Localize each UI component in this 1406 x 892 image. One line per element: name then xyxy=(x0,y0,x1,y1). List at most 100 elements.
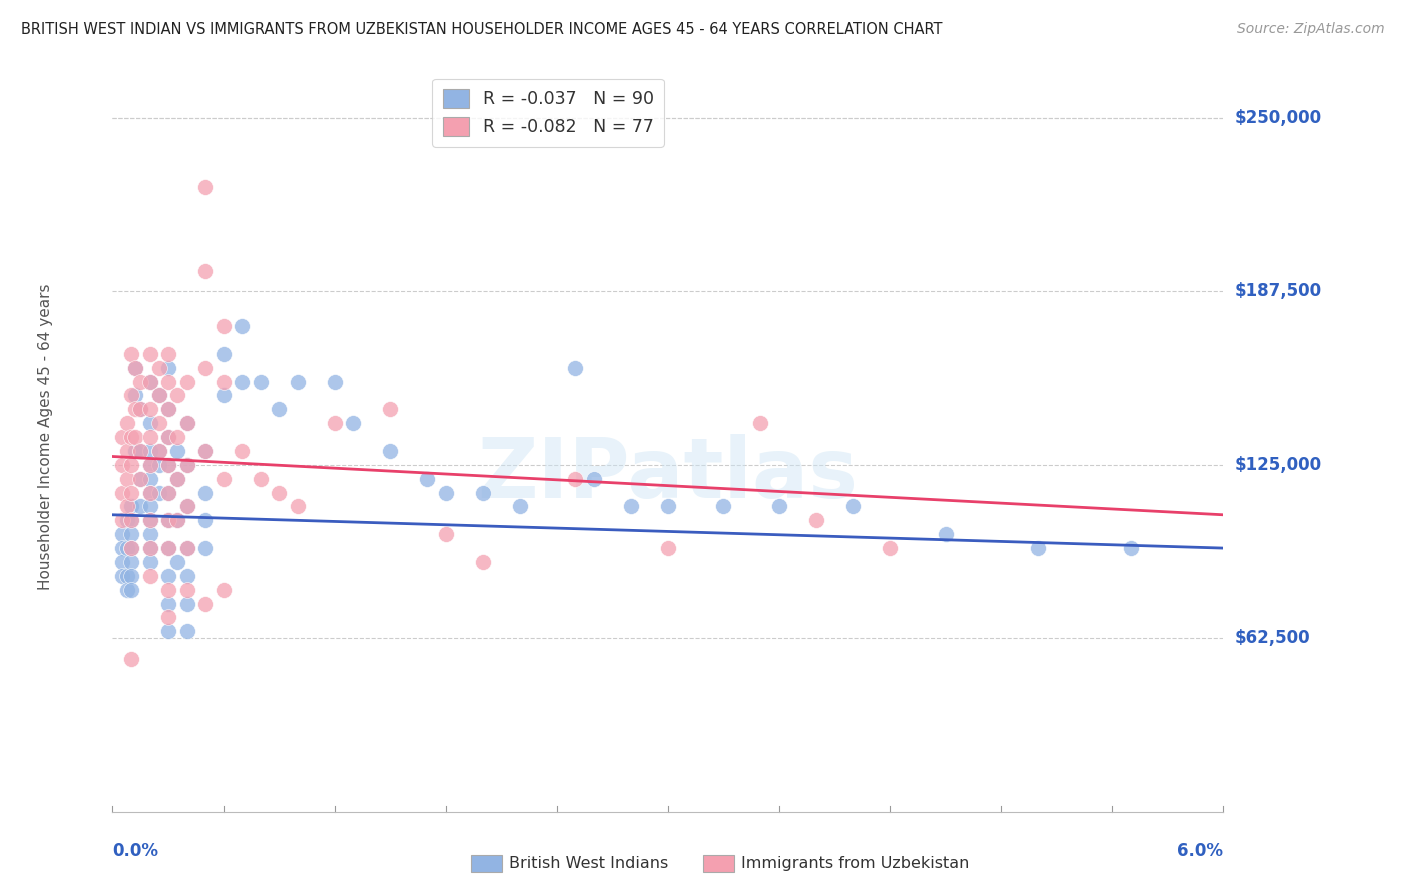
Point xyxy=(148,444,170,458)
Point xyxy=(166,472,188,486)
Point xyxy=(157,360,180,375)
Point xyxy=(148,388,170,402)
Point xyxy=(176,416,198,430)
Text: $250,000: $250,000 xyxy=(1234,109,1322,127)
Point xyxy=(120,541,142,555)
Point xyxy=(176,458,198,472)
Point xyxy=(120,485,142,500)
Point xyxy=(212,347,235,361)
Text: $187,500: $187,500 xyxy=(1234,283,1322,301)
Point xyxy=(194,444,217,458)
Point xyxy=(380,402,402,417)
Point xyxy=(166,513,188,527)
Text: Immigrants from Uzbekistan: Immigrants from Uzbekistan xyxy=(741,856,969,871)
Point xyxy=(471,485,494,500)
Point xyxy=(157,402,180,417)
Point xyxy=(138,500,160,514)
Point xyxy=(434,527,457,541)
Point xyxy=(129,444,152,458)
Point xyxy=(166,472,188,486)
Point xyxy=(120,569,142,583)
Point xyxy=(120,555,142,569)
Point xyxy=(117,582,139,597)
Point xyxy=(138,375,160,389)
Point xyxy=(111,541,134,555)
Point xyxy=(267,402,291,417)
Point xyxy=(416,472,439,486)
Text: BRITISH WEST INDIAN VS IMMIGRANTS FROM UZBEKISTAN HOUSEHOLDER INCOME AGES 45 - 6: BRITISH WEST INDIAN VS IMMIGRANTS FROM U… xyxy=(21,22,942,37)
Point xyxy=(231,375,253,389)
Point xyxy=(166,388,188,402)
Point xyxy=(176,500,198,514)
Point xyxy=(212,319,235,334)
Point xyxy=(120,458,142,472)
Point xyxy=(138,458,160,472)
Point xyxy=(111,513,134,527)
Text: 0.0%: 0.0% xyxy=(112,842,159,860)
Point xyxy=(157,610,180,624)
Point xyxy=(804,513,827,527)
Point xyxy=(176,569,198,583)
Point xyxy=(657,541,679,555)
Point xyxy=(194,597,217,611)
Point xyxy=(323,375,346,389)
Point xyxy=(124,388,146,402)
Point xyxy=(157,513,180,527)
Point xyxy=(287,500,309,514)
Point xyxy=(129,472,152,486)
Point xyxy=(231,319,253,334)
Point xyxy=(138,555,160,569)
Point xyxy=(138,458,160,472)
Point xyxy=(620,500,643,514)
Point xyxy=(148,416,170,430)
Point xyxy=(231,444,253,458)
Text: $62,500: $62,500 xyxy=(1234,629,1310,648)
Point xyxy=(120,347,142,361)
Text: Source: ZipAtlas.com: Source: ZipAtlas.com xyxy=(1237,22,1385,37)
Point xyxy=(176,541,198,555)
Point xyxy=(124,444,146,458)
Point xyxy=(768,500,790,514)
Point xyxy=(129,375,152,389)
Point xyxy=(138,347,160,361)
Point xyxy=(935,527,957,541)
Point xyxy=(157,430,180,444)
Point xyxy=(176,416,198,430)
Point xyxy=(194,263,217,277)
Point xyxy=(148,485,170,500)
Text: British West Indians: British West Indians xyxy=(509,856,668,871)
Point xyxy=(138,569,160,583)
Point xyxy=(148,458,170,472)
Point xyxy=(138,513,160,527)
Point xyxy=(138,541,160,555)
Point xyxy=(120,652,142,666)
Point xyxy=(157,430,180,444)
Point xyxy=(267,485,291,500)
Point xyxy=(157,485,180,500)
Point xyxy=(1026,541,1049,555)
Point xyxy=(124,360,146,375)
Point xyxy=(157,458,180,472)
Point xyxy=(564,360,586,375)
Point xyxy=(157,597,180,611)
Point xyxy=(249,375,271,389)
Text: 6.0%: 6.0% xyxy=(1177,842,1223,860)
Point xyxy=(842,500,865,514)
Point xyxy=(212,582,235,597)
Point xyxy=(120,582,142,597)
Point xyxy=(176,500,198,514)
Point xyxy=(120,430,142,444)
Point xyxy=(148,388,170,402)
Point xyxy=(120,513,142,527)
Point xyxy=(138,402,160,417)
Point xyxy=(120,388,142,402)
Point xyxy=(129,500,152,514)
Text: ZIPatlas: ZIPatlas xyxy=(478,434,858,515)
Point xyxy=(176,597,198,611)
Point xyxy=(138,527,160,541)
Point xyxy=(117,569,139,583)
Point xyxy=(120,500,142,514)
Point xyxy=(117,513,139,527)
Point xyxy=(117,416,139,430)
Point xyxy=(120,541,142,555)
